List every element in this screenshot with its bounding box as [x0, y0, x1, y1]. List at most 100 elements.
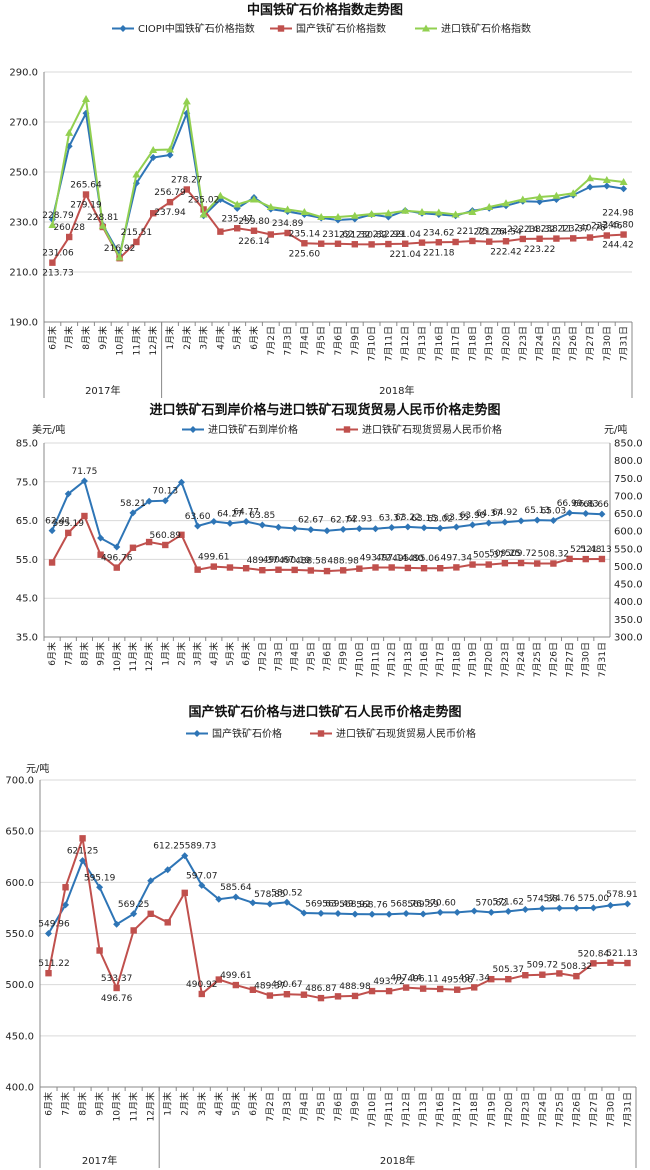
x-tick-label: 7月11日 — [371, 642, 382, 677]
data-label: 511.22 — [38, 959, 70, 969]
data-point — [115, 253, 124, 261]
data-label: 221.32 — [339, 230, 371, 240]
data-point — [198, 881, 206, 889]
data-point — [437, 564, 444, 572]
x-tick-label: 7月31日 — [622, 1092, 633, 1127]
x-tick-label: 7月5日 — [306, 642, 317, 671]
y2-tick-label: 450.0 — [614, 580, 643, 591]
data-label: 488.98 — [339, 982, 371, 992]
x-tick-label: 7月18日 — [467, 326, 478, 361]
data-label: 265.64 — [70, 181, 102, 191]
data-point — [65, 529, 72, 537]
data-point — [82, 191, 90, 198]
data-point — [573, 972, 580, 980]
left-unit-label: 美元/吨 — [32, 423, 65, 436]
data-point — [501, 559, 509, 567]
x-tick-label: 7月4日 — [299, 326, 310, 355]
data-point — [80, 477, 88, 485]
data-label: 256.79 — [154, 188, 186, 198]
data-label: 213.73 — [42, 269, 74, 279]
data-point — [339, 525, 347, 533]
x-tick-label: 7月30日 — [581, 642, 592, 677]
data-point — [434, 208, 443, 216]
y2-tick-label: 600.0 — [614, 527, 643, 538]
data-label: 228.81 — [87, 213, 119, 223]
data-point — [210, 563, 217, 570]
y2-tick-label: 700.0 — [614, 491, 643, 502]
data-point — [418, 239, 426, 246]
x-tick-label: 2月末 — [181, 326, 193, 350]
y-tick-label: 250.0 — [9, 168, 38, 179]
data-point — [570, 235, 577, 242]
data-label: 230.82 — [356, 230, 388, 240]
data-point — [149, 146, 158, 153]
data-point — [49, 259, 56, 266]
data-point — [549, 516, 557, 524]
data-label: 549.96 — [38, 920, 70, 930]
data-label: 63.35 — [443, 513, 469, 523]
x-tick-label: 7月23日 — [520, 1092, 531, 1127]
data-label: 63.37 — [379, 514, 405, 524]
data-label: 612.25589.73 — [153, 842, 216, 852]
data-label: 71.75 — [72, 467, 98, 477]
x-tick-label: 7月26日 — [571, 1092, 582, 1127]
data-label: 279.19 — [70, 201, 102, 211]
data-point — [217, 228, 224, 235]
data-label: 489.37 — [254, 982, 286, 992]
data-point — [45, 930, 53, 938]
data-label: 215.51 — [121, 228, 153, 238]
data-point — [454, 986, 461, 993]
chart-iron-ore-index: 中国铁矿石价格指数走势图 190.0 210.0 230.0 250.0 270.0 29… — [9, 2, 634, 398]
x-tick-label: 7月18日 — [451, 642, 462, 677]
data-point — [388, 524, 396, 532]
data-point — [48, 559, 56, 566]
data-label: 597.07 — [186, 871, 218, 881]
y-tick-label: 55.0 — [16, 555, 38, 566]
data-point — [553, 235, 560, 242]
data-label: 495.06 — [408, 554, 440, 564]
data-point — [504, 907, 512, 915]
x-tick-label: 7月9日 — [338, 642, 349, 671]
legend-marker — [317, 730, 325, 737]
data-label: 493.72 — [360, 553, 392, 563]
y-tick-label: 550.0 — [5, 929, 34, 940]
data-label: 62.41 — [45, 517, 71, 527]
x-tick-label: 7月末 — [62, 642, 74, 666]
x-tick-label: 7月19日 — [468, 642, 479, 677]
data-label: 63.60 — [185, 512, 211, 522]
data-point — [487, 908, 495, 916]
data-point — [199, 210, 208, 218]
data-point — [404, 523, 412, 531]
data-point — [598, 510, 606, 518]
data-label: 496.76 — [101, 994, 133, 1004]
data-label: 521.13 — [580, 545, 612, 555]
x-tick-label: 7月31日 — [619, 326, 630, 361]
data-point — [502, 199, 510, 207]
chart-title: 进口铁矿石到岸价格与进口铁矿石现货贸易人民币价格走势图 — [149, 402, 500, 418]
data-label: 568.76 — [356, 900, 388, 910]
data-label: 595.19 — [84, 873, 116, 883]
y-tick-label: 600.0 — [5, 878, 34, 889]
data-label: 70.13 — [152, 487, 178, 497]
x-tick-label: 2月末 — [175, 642, 187, 666]
data-label: 237.94 — [154, 208, 186, 218]
data-point — [582, 509, 590, 517]
data-label: 489.37 — [247, 556, 279, 566]
data-point — [518, 195, 527, 203]
x-tick-label: 7月11日 — [383, 326, 394, 361]
data-label: 595.19 — [53, 519, 85, 529]
data-label: 64.92 — [492, 508, 518, 518]
data-point — [436, 985, 444, 993]
legend-marker — [193, 730, 201, 737]
x-tick-label: 7月20日 — [484, 642, 495, 677]
data-point — [242, 517, 250, 525]
data-label: 497.14 — [376, 553, 408, 563]
x-tick-label: 7月27日 — [588, 1092, 599, 1127]
data-label: 570.62 — [476, 898, 508, 908]
legend-label: CIOPI中国铁矿石价格指数 — [138, 22, 255, 35]
data-point — [368, 241, 375, 248]
data-label: 222.42 — [490, 247, 522, 257]
data-point — [566, 555, 573, 563]
data-label: 238.32 — [524, 225, 556, 235]
data-point — [606, 901, 614, 909]
